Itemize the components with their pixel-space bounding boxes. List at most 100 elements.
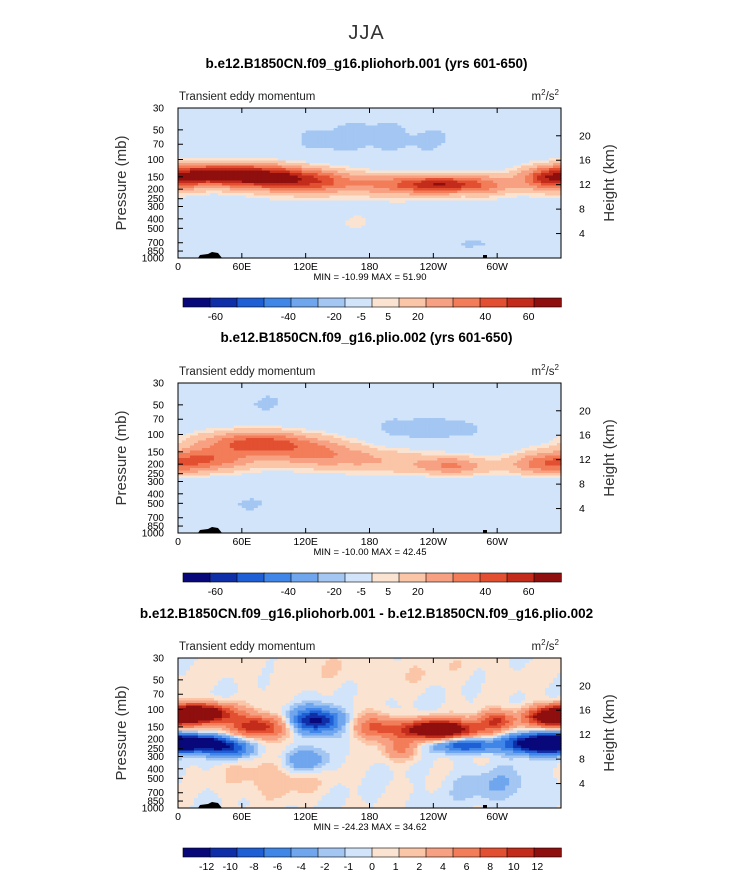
topography	[198, 527, 222, 533]
chart-subtitle: Transient eddy momentum	[179, 366, 315, 378]
x-tick-label: 120W	[420, 261, 448, 273]
y2-tick-label: 20	[579, 680, 591, 692]
colorbar-label: 10	[508, 861, 520, 873]
y-tick-label: 70	[153, 415, 165, 426]
y-tick-label: 500	[147, 499, 164, 510]
y-tick-label: 70	[153, 140, 165, 151]
colorbar-swatch	[317, 847, 346, 858]
y-tick-label: 500	[147, 224, 164, 235]
colorbar-swatch	[425, 847, 454, 858]
x-tick-label: 60E	[232, 536, 251, 548]
colorbar-label: 4	[440, 861, 446, 873]
y-tick-label: 700	[147, 238, 164, 249]
y2-axis-title: Height (km)	[601, 694, 618, 772]
chart-panel-2: b.e12.B1850CN.f09_g16.plio.002 (yrs 601-…	[113, 330, 618, 598]
y2-tick-label: 8	[579, 754, 585, 766]
y2-tick-label: 20	[579, 130, 591, 142]
y-tick-label: 250	[147, 194, 164, 205]
x-tick-label: 60W	[486, 811, 508, 823]
y-tick-label: 30	[153, 104, 165, 115]
x-tick-label: 120W	[420, 536, 448, 548]
contour-field	[178, 383, 562, 534]
y-tick-label: 300	[147, 752, 164, 763]
colorbar-label: 20	[412, 311, 424, 323]
y-tick-label: 400	[147, 489, 164, 500]
colorbar-swatch	[344, 297, 373, 308]
x-tick-label: 0	[175, 536, 181, 548]
colorbar-label: 5	[385, 311, 391, 323]
colorbar-label: -60	[208, 586, 223, 598]
colorbar-label: -40	[281, 311, 296, 323]
colorbar-label: -1	[344, 861, 353, 873]
topography	[198, 252, 222, 258]
y-tick-label: 250	[147, 744, 164, 755]
colorbar-swatch	[263, 572, 292, 583]
y-tick-label: 50	[153, 675, 165, 686]
y-axis-title: Pressure (mb)	[113, 685, 130, 780]
y-tick-label: 250	[147, 469, 164, 480]
y-tick-label: 300	[147, 477, 164, 488]
y2-tick-label: 4	[579, 503, 585, 515]
y-tick-label: 30	[153, 654, 165, 665]
colorbar: -60 -40 -20 -5 5 20 40 60	[182, 297, 562, 323]
colorbar-label: -40	[281, 586, 296, 598]
x-tick-label: 60E	[232, 811, 251, 823]
topography-andes	[483, 255, 487, 258]
colorbar-swatch	[452, 572, 481, 583]
x-tick-label: 180	[361, 261, 379, 273]
colorbar-swatch	[533, 297, 562, 308]
y-axis-title: Pressure (mb)	[113, 410, 130, 505]
colorbar-label: 6	[464, 861, 470, 873]
colorbar-swatch	[398, 572, 427, 583]
colorbar-label: -5	[357, 586, 366, 598]
y-tick-label: 700	[147, 513, 164, 524]
y-tick-label: 100	[147, 155, 164, 166]
colorbar-label: -12	[199, 861, 214, 873]
x-tick-label: 120E	[293, 811, 318, 823]
y2-axis-title: Height (km)	[601, 419, 618, 497]
units-label: m2/s2	[532, 638, 560, 653]
colorbar-label: -6	[273, 861, 282, 873]
topography	[198, 802, 222, 808]
colorbar-label: 40	[480, 586, 492, 598]
colorbar-label: -20	[327, 586, 342, 598]
colorbar-label: 2	[416, 861, 422, 873]
y2-tick-label: 8	[579, 204, 585, 216]
colorbar-label: -5	[357, 311, 366, 323]
x-tick-label: 60W	[486, 536, 508, 548]
topography-andes	[483, 805, 487, 808]
colorbar-label: 60	[523, 311, 535, 323]
colorbar-swatch	[533, 847, 562, 858]
y-tick-label: 850	[147, 247, 164, 258]
y-tick-label: 850	[147, 797, 164, 808]
y-tick-label: 200	[147, 735, 164, 746]
colorbar-swatch	[209, 847, 238, 858]
chart-title: b.e12.B1850CN.f09_g16.pliohorb.001 (yrs …	[206, 56, 528, 71]
colorbar-swatch	[290, 297, 319, 308]
y-tick-label: 50	[153, 125, 165, 136]
minmax-label: MIN = -10.99 MAX = 51.90	[313, 272, 426, 283]
x-tick-label: 180	[361, 811, 379, 823]
y-tick-label: 150	[147, 172, 164, 183]
y-tick-label: 400	[147, 214, 164, 225]
colorbar-swatch	[506, 572, 535, 583]
colorbar-label: 1	[393, 861, 399, 873]
y2-tick-label: 8	[579, 479, 585, 491]
y-tick-label: 500	[147, 774, 164, 785]
y-axis-title: Pressure (mb)	[113, 135, 130, 230]
y2-tick-label: 12	[579, 729, 591, 741]
colorbar-swatch	[533, 572, 562, 583]
colorbar: -60 -40 -20 -5 5 20 40 60	[182, 572, 562, 598]
colorbar-swatch	[317, 572, 346, 583]
x-tick-label: 120E	[293, 261, 318, 273]
colorbar-label: 12	[532, 861, 544, 873]
colorbar-swatch	[506, 847, 535, 858]
colorbar-swatch	[236, 297, 265, 308]
colorbar-swatch	[344, 572, 373, 583]
y-tick-label: 850	[147, 522, 164, 533]
colorbar-swatch	[317, 297, 346, 308]
chart-panel-1: b.e12.B1850CN.f09_g16.pliohorb.001 (yrs …	[113, 56, 618, 323]
y-tick-label: 200	[147, 460, 164, 471]
colorbar-swatch	[263, 847, 292, 858]
